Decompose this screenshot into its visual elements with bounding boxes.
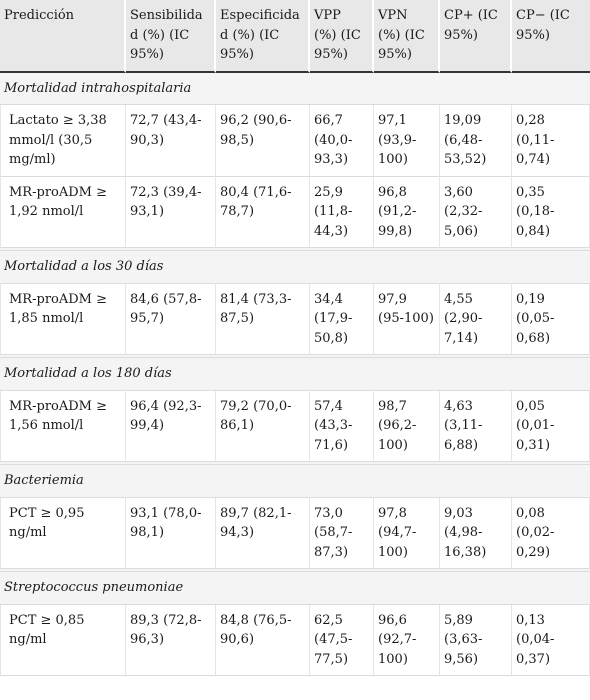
cell-vpn: 97,9 (95-100) [374, 283, 440, 355]
cell-cp-negative: 0,28 (0,11-0,74) [512, 105, 590, 177]
column-header-especificidad: Especificidad (%) (IC 95%) [216, 0, 310, 73]
cell-especificidad: 89,7 (82,1-94,3) [216, 497, 310, 569]
section-row: Streptococcus pneumoniae [0, 572, 590, 605]
table-body: Mortalidad intrahospitalaria Lactato ≥ 3… [0, 72, 590, 676]
cell-vpp: 73,0 (58,7-87,3) [310, 497, 374, 569]
column-header-vpp: VPP (%) (IC 95%) [310, 0, 374, 73]
cell-vpp: 57,4 (43,3-71,6) [310, 390, 374, 462]
cell-vpp: 34,4 (17,9-50,8) [310, 283, 374, 355]
cell-sensibilidad: 93,1 (78,0-98,1) [126, 497, 216, 569]
cell-especificidad: 84,8 (76,5-90,6) [216, 604, 310, 676]
section-title: Streptococcus pneumoniae [0, 572, 590, 605]
spacer-cell [0, 569, 590, 572]
table-row: MR-proADM ≥ 1,85 nmol/l 84,6 (57,8-95,7)… [0, 283, 590, 355]
cell-prediccion: MR-proADM ≥ 1,92 nmol/l [0, 176, 126, 248]
section-spacer [0, 569, 590, 572]
header-row: Predicción Sensibilidad (%) (IC 95%) Esp… [0, 0, 590, 73]
cell-vpn: 98,7 (96,2-100) [374, 390, 440, 462]
column-header-vpn: VPN (%) (IC 95%) [374, 0, 440, 73]
section-title: Bacteriemia [0, 465, 590, 498]
cell-prediccion: MR-proADM ≥ 1,85 nmol/l [0, 283, 126, 355]
section-spacer [0, 462, 590, 465]
table-row: MR-proADM ≥ 1,56 nmol/l 96,4 (92,3-99,4)… [0, 390, 590, 462]
section-row: Bacteriemia [0, 465, 590, 498]
cell-vpp: 62,5 (47,5-77,5) [310, 604, 374, 676]
cell-cp-negative: 0,35 (0,18-0,84) [512, 176, 590, 248]
cell-cp-positive: 4,63 (3,11-6,88) [440, 390, 512, 462]
section-row: Mortalidad intrahospitalaria [0, 72, 590, 105]
column-header-cp-positive: CP+ (IC 95%) [440, 0, 512, 73]
cell-prediccion: PCT ≥ 0,95 ng/ml [0, 497, 126, 569]
column-header-prediccion: Predicción [0, 0, 126, 73]
spacer-cell [0, 355, 590, 358]
cell-sensibilidad: 72,3 (39,4-93,1) [126, 176, 216, 248]
column-header-sensibilidad: Sensibilidad (%) (IC 95%) [126, 0, 216, 73]
cell-sensibilidad: 84,6 (57,8-95,7) [126, 283, 216, 355]
cell-especificidad: 81,4 (73,3-87,5) [216, 283, 310, 355]
cell-cp-positive: 19,09 (6,48-53,52) [440, 105, 512, 177]
column-header-cp-negative: CP− (IC 95%) [512, 0, 590, 73]
cell-prediccion: PCT ≥ 0,85 ng/ml [0, 604, 126, 676]
table-header: Predicción Sensibilidad (%) (IC 95%) Esp… [0, 0, 590, 73]
cell-especificidad: 96,2 (90,6-98,5) [216, 105, 310, 177]
spacer-cell [0, 462, 590, 465]
cell-vpn: 97,8 (94,7-100) [374, 497, 440, 569]
cell-vpn: 96,6 (92,7-100) [374, 604, 440, 676]
section-title: Mortalidad intrahospitalaria [0, 72, 590, 105]
table-row: MR-proADM ≥ 1,92 nmol/l 72,3 (39,4-93,1)… [0, 176, 590, 248]
prediction-table: Predicción Sensibilidad (%) (IC 95%) Esp… [0, 0, 590, 676]
cell-especificidad: 80,4 (71,6-78,7) [216, 176, 310, 248]
section-spacer [0, 248, 590, 251]
cell-vpp: 25,9 (11,8-44,3) [310, 176, 374, 248]
cell-cp-negative: 0,05 (0,01-0,31) [512, 390, 590, 462]
table-row: Lactato ≥ 3,38 mmol/l (30,5 mg/ml) 72,7 … [0, 105, 590, 177]
table-row: PCT ≥ 0,85 ng/ml 89,3 (72,8-96,3) 84,8 (… [0, 604, 590, 676]
section-spacer [0, 355, 590, 358]
cell-prediccion: MR-proADM ≥ 1,56 nmol/l [0, 390, 126, 462]
section-title: Mortalidad a los 30 días [0, 251, 590, 284]
cell-sensibilidad: 72,7 (43,4-90,3) [126, 105, 216, 177]
section-row: Mortalidad a los 30 días [0, 251, 590, 284]
cell-sensibilidad: 89,3 (72,8-96,3) [126, 604, 216, 676]
cell-cp-positive: 9,03 (4,98-16,38) [440, 497, 512, 569]
cell-cp-positive: 5,89 (3,63-9,56) [440, 604, 512, 676]
cell-vpp: 66,7 (40,0-93,3) [310, 105, 374, 177]
cell-cp-negative: 0,13 (0,04-0,37) [512, 604, 590, 676]
cell-vpn: 97,1 (93,9-100) [374, 105, 440, 177]
cell-prediccion: Lactato ≥ 3,38 mmol/l (30,5 mg/ml) [0, 105, 126, 177]
cell-vpn: 96,8 (91,2-99,8) [374, 176, 440, 248]
cell-especificidad: 79,2 (70,0-86,1) [216, 390, 310, 462]
section-title: Mortalidad a los 180 días [0, 358, 590, 391]
cell-cp-negative: 0,19 (0,05-0,68) [512, 283, 590, 355]
cell-cp-negative: 0,08 (0,02-0,29) [512, 497, 590, 569]
table-row: PCT ≥ 0,95 ng/ml 93,1 (78,0-98,1) 89,7 (… [0, 497, 590, 569]
cell-cp-positive: 3,60 (2,32-5,06) [440, 176, 512, 248]
spacer-cell [0, 248, 590, 251]
cell-cp-positive: 4,55 (2,90-7,14) [440, 283, 512, 355]
section-row: Mortalidad a los 180 días [0, 358, 590, 391]
cell-sensibilidad: 96,4 (92,3-99,4) [126, 390, 216, 462]
